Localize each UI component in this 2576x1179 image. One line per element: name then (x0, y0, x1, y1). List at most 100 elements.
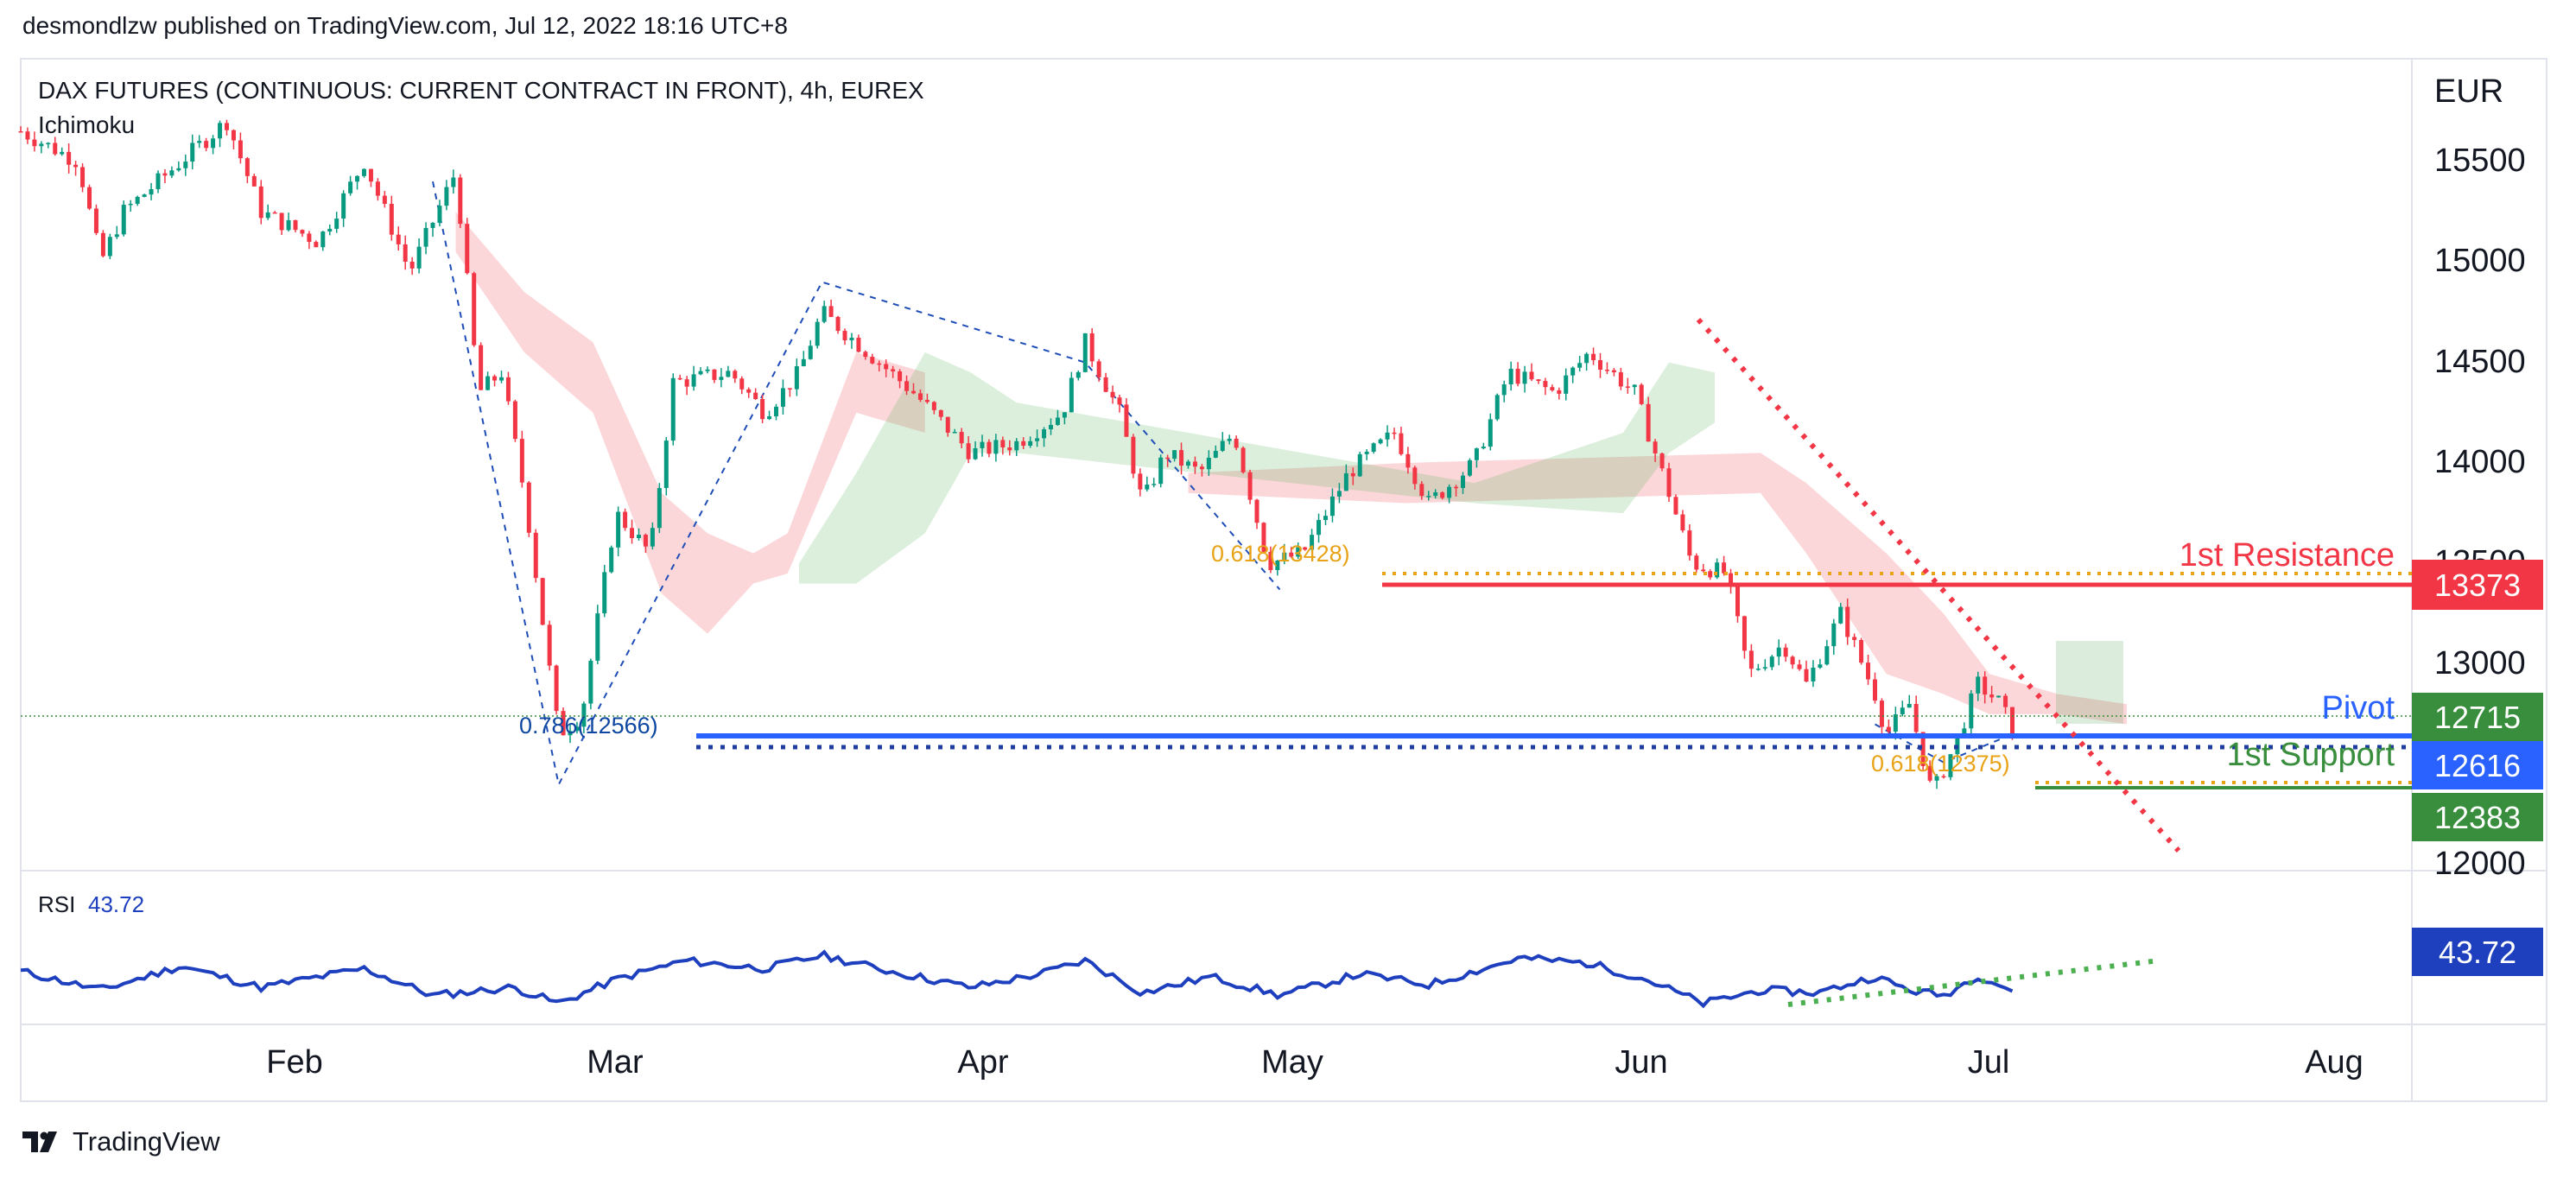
candle-body (1082, 333, 1088, 372)
candle-body (808, 345, 813, 359)
candle-body (1014, 441, 1019, 451)
candle-body (334, 219, 339, 229)
candle-body (568, 731, 573, 736)
rsi-panel (20, 949, 2014, 1009)
candle-body (945, 416, 950, 433)
candle-body (1378, 439, 1383, 444)
candle-body (849, 338, 854, 340)
candle-body (1042, 429, 1047, 439)
time-tick: Jul (1968, 1044, 2010, 1081)
candle-body (1096, 361, 1101, 377)
candle-body (1755, 669, 1761, 670)
candle-body (1941, 776, 1946, 778)
last-price: 12715 (2434, 700, 2521, 735)
candle-body (526, 482, 531, 533)
currency-label: EUR (2434, 73, 2503, 110)
candle-body (1275, 560, 1280, 571)
candle-body (540, 578, 545, 625)
candle-body (1715, 562, 1720, 578)
candle-body (1694, 555, 1699, 570)
candle-body (1303, 547, 1308, 550)
candle-body (966, 443, 971, 460)
resistance-price-badge: 13373 (2412, 560, 2543, 610)
candle-body (684, 379, 689, 387)
tradingview-brand: TradingView (73, 1126, 220, 1157)
candle-body (451, 177, 456, 187)
candle-body (135, 196, 140, 204)
candle-body (1783, 647, 1788, 657)
candle-body (856, 338, 861, 352)
candle-body (465, 224, 470, 274)
rsi-line (20, 949, 2014, 1009)
candle-body (1289, 552, 1294, 557)
candle-body (767, 415, 772, 420)
candle-body (1508, 368, 1513, 385)
pivot-price: 12616 (2434, 748, 2521, 783)
candle-body (423, 227, 428, 247)
candle-body (1028, 441, 1033, 447)
rsi-value-badge: 43.72 (2412, 928, 2543, 976)
candle-body (1735, 584, 1740, 617)
candle-body (231, 130, 236, 141)
candle-body (835, 316, 841, 332)
candle-body (1653, 441, 1658, 453)
candle-body (691, 374, 696, 387)
candle-body (1227, 438, 1232, 441)
candle-body (533, 532, 538, 579)
candle-body (815, 321, 820, 346)
candle-body (1618, 372, 1623, 387)
last-price-badge: 12715 (2412, 693, 2543, 741)
candle-body (1570, 367, 1576, 376)
candle-body (1722, 562, 1727, 574)
support-label: 1st Support (2227, 737, 2395, 773)
candle-body (1296, 547, 1301, 557)
candle-body (1199, 466, 1204, 470)
candle-body (1948, 754, 1953, 777)
candle-body (657, 488, 662, 529)
candle-body (1385, 432, 1390, 440)
candle-body (1055, 417, 1060, 425)
candle-body (794, 365, 799, 390)
time-tick: May (1261, 1044, 1323, 1081)
time-axis[interactable]: Feb Mar Apr May Jun Jul Aug (266, 1044, 2363, 1081)
candle-body (1591, 353, 1596, 360)
support-price-badge: 12383 (2412, 793, 2543, 841)
candle-body (609, 547, 614, 573)
candle-body (581, 703, 587, 727)
candle-body (218, 123, 223, 139)
candle-body (828, 306, 834, 317)
candle-body (1152, 484, 1157, 485)
candle-body (973, 447, 978, 460)
candle-body (616, 511, 621, 548)
tradingview-footer: TradingView (22, 1123, 220, 1161)
candle-body (1934, 776, 1939, 781)
price-tick: 14500 (2434, 344, 2526, 380)
candle-body (437, 206, 442, 223)
candle-body (1598, 359, 1602, 371)
price-axis[interactable]: EUR 15500 15000 14500 14000 13500 13000 … (2412, 73, 2543, 976)
candle-body (1454, 486, 1459, 489)
price-tick: 15500 (2434, 143, 2526, 179)
candle-body (169, 170, 174, 176)
candle-body (409, 261, 415, 269)
candle-body (519, 439, 524, 483)
candle-body (698, 371, 703, 375)
candle-body (1529, 371, 1534, 380)
publisher-header: desmondlzw published on TradingView.com,… (22, 12, 788, 39)
projection-box (2056, 641, 2123, 724)
candle-body (1213, 450, 1218, 458)
candle-body (1976, 676, 1981, 694)
price-chart[interactable]: DAX FUTURES (CONTINUOUS: CURRENT CONTRAC… (0, 0, 2576, 1123)
candle-body (650, 528, 655, 547)
candle-body (1343, 472, 1348, 491)
candle-body (320, 231, 326, 248)
candle-body (1426, 496, 1431, 498)
candle-body (1989, 694, 1995, 698)
candle-body (1138, 473, 1143, 490)
candle-body (1955, 734, 1960, 755)
candle-body (492, 376, 498, 381)
candle-body (121, 205, 126, 235)
candle-body (1873, 679, 1877, 701)
time-tick: Aug (2305, 1044, 2363, 1081)
candle-body (176, 168, 181, 171)
